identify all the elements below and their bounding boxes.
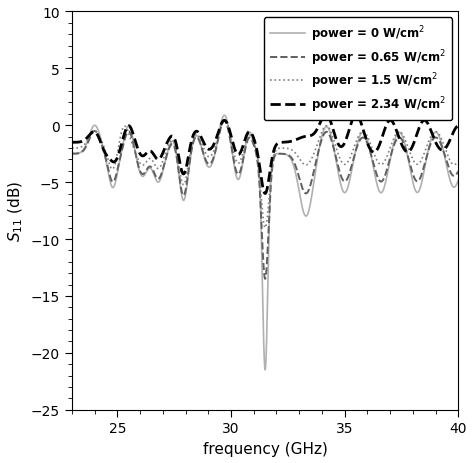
power = 0 W/cm$^2$ <box>445 168 450 173</box>
power = 2.34 W/cm$^2$ <box>353 113 359 118</box>
power = 0 W/cm$^2$ <box>257 188 263 194</box>
power = 0 W/cm$^2$ <box>456 178 461 183</box>
power = 2.34 W/cm$^2$ <box>374 148 379 154</box>
power = 1.5 W/cm$^2$ <box>445 153 450 158</box>
power = 0.65 W/cm$^2$ <box>263 276 268 282</box>
power = 0.65 W/cm$^2$ <box>445 162 450 167</box>
power = 0.65 W/cm$^2$ <box>247 135 253 141</box>
power = 1.5 W/cm$^2$ <box>456 159 461 164</box>
power = 0 W/cm$^2$ <box>263 367 268 373</box>
power = 0.65 W/cm$^2$ <box>69 151 75 157</box>
power = 2.34 W/cm$^2$ <box>263 191 268 197</box>
power = 0.65 W/cm$^2$ <box>89 132 94 138</box>
power = 2.34 W/cm$^2$ <box>445 143 450 149</box>
power = 1.5 W/cm$^2$ <box>221 119 227 124</box>
power = 1.5 W/cm$^2$ <box>257 182 263 188</box>
power = 0.65 W/cm$^2$ <box>445 161 450 167</box>
power = 2.34 W/cm$^2$ <box>257 166 263 171</box>
power = 2.34 W/cm$^2$ <box>456 124 461 129</box>
X-axis label: frequency (GHz): frequency (GHz) <box>203 441 328 456</box>
power = 2.34 W/cm$^2$ <box>89 131 94 136</box>
power = 2.34 W/cm$^2$ <box>445 144 450 149</box>
power = 1.5 W/cm$^2$ <box>263 225 268 231</box>
power = 1.5 W/cm$^2$ <box>374 157 379 163</box>
power = 0.65 W/cm$^2$ <box>374 172 379 177</box>
power = 2.34 W/cm$^2$ <box>69 140 75 146</box>
power = 1.5 W/cm$^2$ <box>445 152 450 158</box>
Line: power = 0 W/cm$^2$: power = 0 W/cm$^2$ <box>72 116 458 370</box>
Y-axis label: $S_{11}$ (dB): $S_{11}$ (dB) <box>7 181 25 242</box>
power = 0 W/cm$^2$ <box>89 127 94 132</box>
power = 0.65 W/cm$^2$ <box>221 119 227 124</box>
Line: power = 1.5 W/cm$^2$: power = 1.5 W/cm$^2$ <box>72 121 458 228</box>
power = 1.5 W/cm$^2$ <box>89 131 94 137</box>
power = 0 W/cm$^2$ <box>374 180 379 186</box>
power = 1.5 W/cm$^2$ <box>69 146 75 151</box>
power = 2.34 W/cm$^2$ <box>247 130 253 135</box>
power = 0 W/cm$^2$ <box>247 130 253 136</box>
power = 0 W/cm$^2$ <box>69 151 75 157</box>
Line: power = 0.65 W/cm$^2$: power = 0.65 W/cm$^2$ <box>72 121 458 279</box>
power = 0.65 W/cm$^2$ <box>257 191 263 197</box>
power = 0 W/cm$^2$ <box>221 113 227 119</box>
power = 0.65 W/cm$^2$ <box>456 169 461 175</box>
power = 1.5 W/cm$^2$ <box>247 133 253 138</box>
power = 0 W/cm$^2$ <box>445 167 450 172</box>
Legend: power = 0 W/cm$^2$, power = 0.65 W/cm$^2$, power = 1.5 W/cm$^2$, power = 2.34 W/: power = 0 W/cm$^2$, power = 0.65 W/cm$^2… <box>264 19 452 121</box>
Line: power = 2.34 W/cm$^2$: power = 2.34 W/cm$^2$ <box>72 115 458 194</box>
